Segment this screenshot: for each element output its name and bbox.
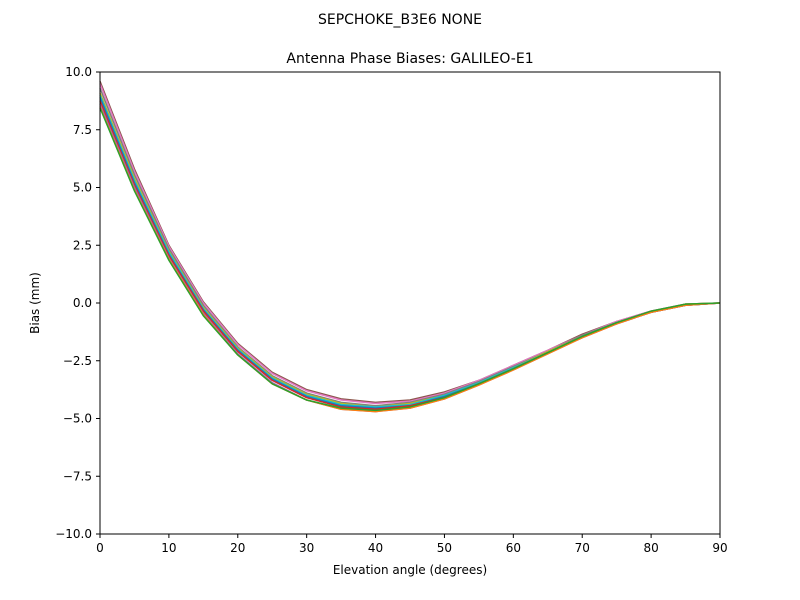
x-tick-label: 70 bbox=[575, 541, 590, 555]
y-tick-label: 0.0 bbox=[73, 296, 92, 310]
x-axis-label: Elevation angle (degrees) bbox=[333, 563, 487, 577]
x-tick-label: 80 bbox=[643, 541, 658, 555]
y-tick-label: −2.5 bbox=[63, 354, 92, 368]
y-tick-label: 10.0 bbox=[65, 65, 92, 79]
chart-title: Antenna Phase Biases: GALILEO-E1 bbox=[286, 51, 533, 67]
y-tick-label: 2.5 bbox=[73, 238, 92, 252]
series-layer bbox=[99, 80, 721, 413]
y-axis-ticks: 10.0 7.5 5.0 2.5 0.0 −2.5 −5.0 −7.5 −10.0 bbox=[55, 65, 100, 541]
x-tick-label: 50 bbox=[437, 541, 452, 555]
x-tick-label: 60 bbox=[506, 541, 521, 555]
x-tick-label: 30 bbox=[299, 541, 314, 555]
series-line-10 bbox=[99, 107, 721, 412]
y-tick-label: −5.0 bbox=[63, 412, 92, 426]
y-tick-label: −10.0 bbox=[55, 527, 92, 541]
x-tick-label: 20 bbox=[230, 541, 245, 555]
x-tick-label: 0 bbox=[96, 541, 104, 555]
series-line-2 bbox=[99, 83, 721, 405]
y-tick-label: 7.5 bbox=[73, 123, 92, 137]
x-tick-label: 90 bbox=[712, 541, 727, 555]
y-axis-label: Bias (mm) bbox=[28, 272, 42, 334]
figure-suptitle: SEPCHOKE_B3E6 NONE bbox=[318, 12, 482, 28]
x-tick-label: 10 bbox=[161, 541, 176, 555]
y-tick-label: 5.0 bbox=[73, 181, 92, 195]
y-tick-label: −7.5 bbox=[63, 469, 92, 483]
plot-area bbox=[100, 72, 720, 534]
x-axis-ticks: 0 10 20 30 40 50 60 70 80 90 bbox=[96, 534, 728, 555]
x-tick-label: 40 bbox=[368, 541, 383, 555]
